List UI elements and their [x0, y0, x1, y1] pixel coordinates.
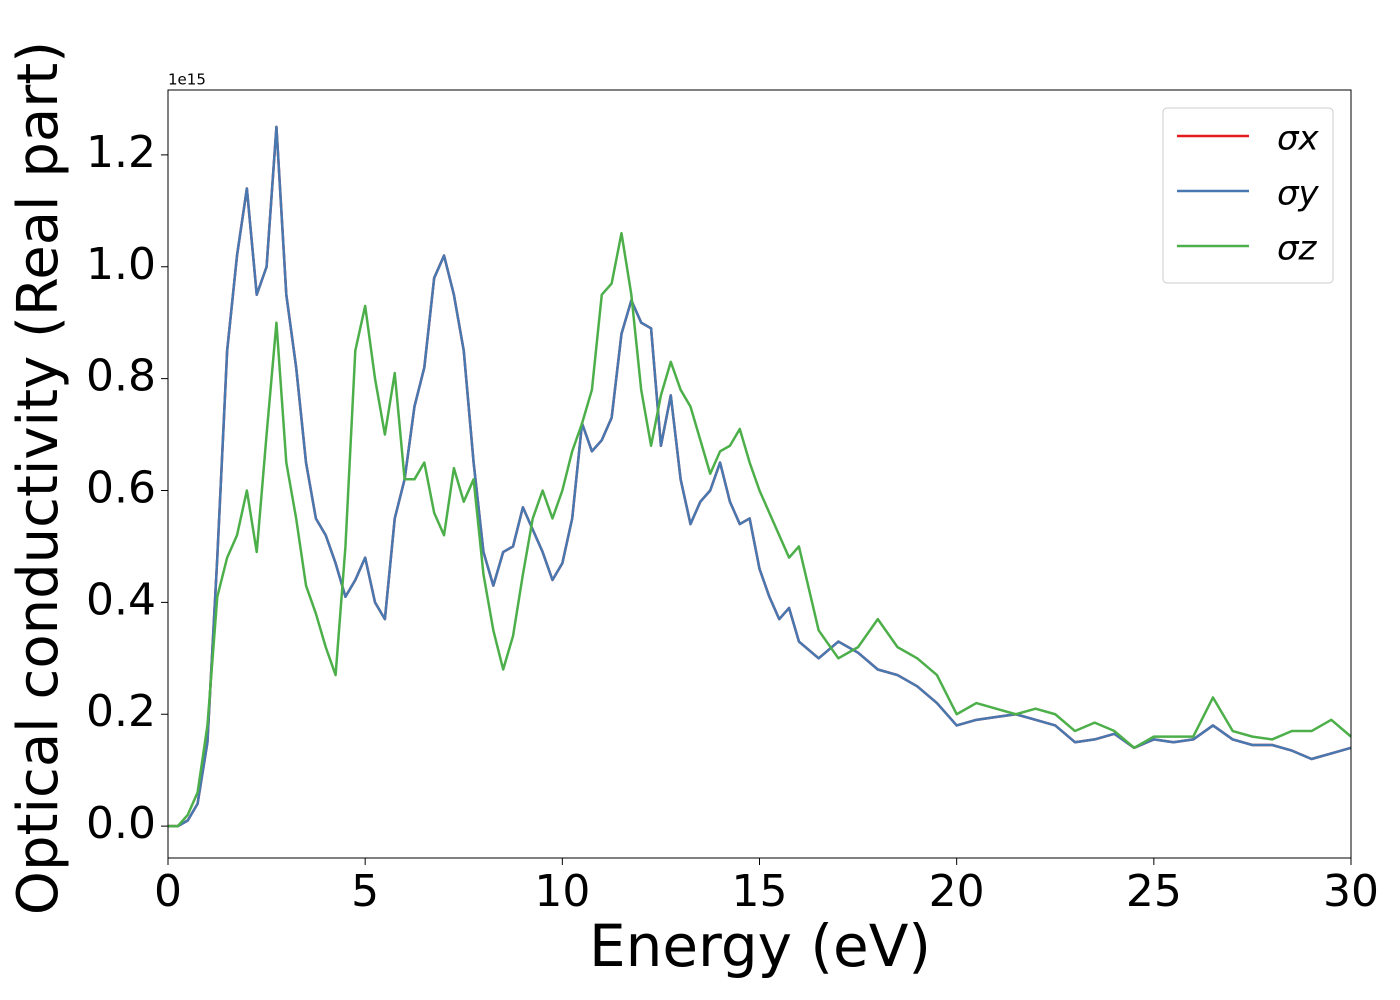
x-axis-label: Energy (eV): [589, 912, 931, 980]
series-line: [168, 231, 1352, 828]
legend-label: σz: [1277, 229, 1318, 269]
x-tick-label: 30: [1323, 866, 1379, 917]
y-offset-label: 1e15: [168, 71, 206, 89]
y-tick-label: 0.8: [86, 351, 156, 402]
legend-label: σx: [1277, 119, 1320, 159]
x-tick-label: 10: [534, 866, 590, 917]
y-tick-label: 0.0: [86, 798, 156, 849]
y-tick-label: 0.2: [86, 686, 156, 737]
x-tick-label: 0: [154, 866, 182, 917]
y-tick-label: 0.4: [86, 574, 156, 625]
y-tick-label: 0.6: [86, 463, 156, 514]
legend-box: [1162, 107, 1334, 284]
y-axis-label: Optical conductivity (Real part): [6, 41, 71, 915]
plot-frame: [167, 89, 1352, 859]
series-line: [168, 125, 1352, 828]
legend-label: σy: [1277, 174, 1320, 214]
x-tick-label: 15: [732, 866, 788, 917]
y-tick-label: 1.0: [86, 239, 156, 290]
x-tick-label: 25: [1126, 866, 1182, 917]
x-tick-label: 5: [351, 866, 379, 917]
x-tick-label: 20: [929, 866, 985, 917]
y-tick-label: 1.2: [86, 127, 156, 178]
